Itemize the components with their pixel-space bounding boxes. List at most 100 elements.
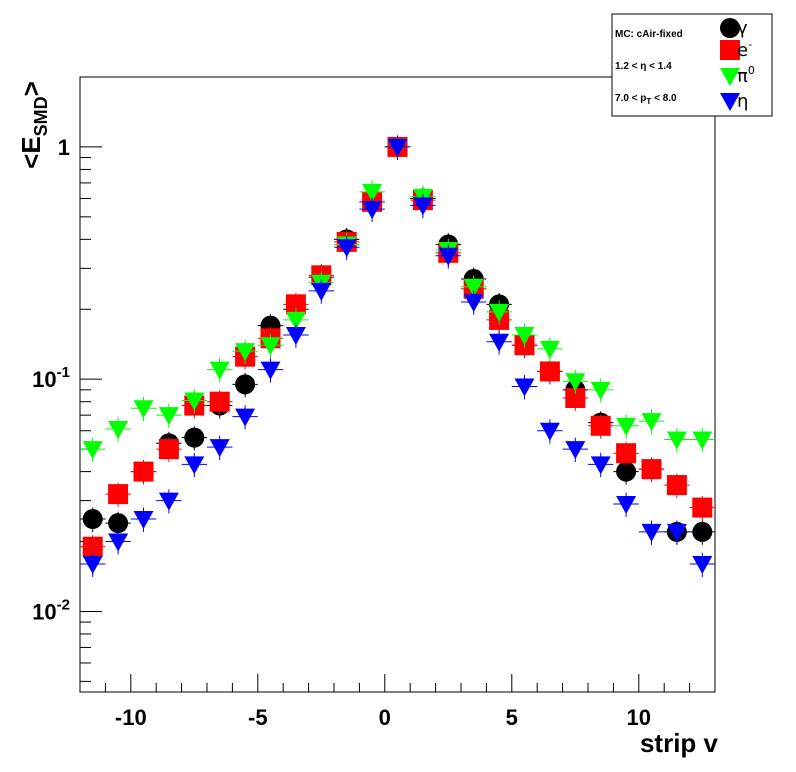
legend-label: e- <box>737 38 752 61</box>
legend: MC: cAir-fixed 1.2 < η < 1.4 7.0 < pT < 8.… <box>611 13 773 117</box>
data-point <box>514 326 535 345</box>
data-point <box>590 456 611 475</box>
x-tick-label: 10 <box>627 705 651 730</box>
data-point <box>82 509 103 530</box>
legend-entry: η <box>720 91 748 112</box>
x-axis-title: strip v <box>640 728 719 758</box>
data-point <box>616 443 637 464</box>
data-point <box>285 311 306 330</box>
data-point <box>438 247 459 266</box>
y-axis-title: <ESMD> <box>16 81 51 169</box>
data-point <box>362 183 383 202</box>
x-tick-label: -10 <box>115 705 147 730</box>
data-point <box>692 497 713 518</box>
data-point <box>539 422 560 441</box>
legend-info-rest: < 8.0 <box>651 93 677 104</box>
data-point <box>463 293 484 312</box>
legend-info-main: 7.0 < p <box>615 93 646 104</box>
data-point <box>108 513 129 534</box>
data-point <box>412 197 433 216</box>
legend-label-name: η <box>737 91 748 112</box>
data-point <box>311 282 332 301</box>
data-point <box>209 439 230 458</box>
data-point <box>489 303 510 322</box>
legend-entry: γ <box>720 18 748 39</box>
y-tick-label-base: 10 <box>32 599 56 624</box>
data-point <box>108 533 129 552</box>
legend-label-sup: 0 <box>748 64 755 77</box>
data-point <box>666 431 687 450</box>
legend-info-line: 1.2 < η < 1.4 <box>615 61 672 72</box>
data-point <box>590 381 611 400</box>
data-point <box>235 408 256 427</box>
legend-info: MC: cAir-fixed 1.2 < η < 1.4 7.0 < pT < 8.… <box>615 29 683 106</box>
data-point <box>565 441 586 460</box>
data-point <box>489 333 510 352</box>
data-point <box>616 417 637 436</box>
data-point <box>108 484 129 505</box>
y-tick-label-base: 10 <box>32 367 56 392</box>
legend-entries: γe-π0 η <box>720 18 755 112</box>
data-point <box>641 413 662 432</box>
legend-label-name: e <box>737 40 748 61</box>
data-point <box>565 387 586 408</box>
legend-info-line: MC: cAir-fixed <box>615 29 683 40</box>
data-point <box>514 378 535 397</box>
plot-frame <box>79 76 716 693</box>
data-point <box>616 496 637 515</box>
data-point <box>336 239 357 258</box>
data-point <box>692 556 713 575</box>
x-tick-label: 5 <box>506 705 518 730</box>
legend-info-line: 7.0 < pT < 8.0 <box>615 93 677 106</box>
data-point <box>362 201 383 220</box>
data-point <box>590 415 611 436</box>
y-tick-label-base: 1 <box>58 135 70 160</box>
legend-info-sub: T <box>646 97 651 106</box>
data-point <box>184 427 205 448</box>
legend-marker <box>720 18 740 38</box>
data-point <box>285 326 306 345</box>
data-point <box>666 523 687 542</box>
legend-marker <box>720 93 740 111</box>
y-axis-title-end: > <box>16 81 46 96</box>
axis-ticks <box>79 76 716 692</box>
y-axis-title-main: <E <box>16 136 46 169</box>
data-point <box>158 407 179 426</box>
legend-label-name: γ <box>737 18 748 39</box>
legend-box <box>611 13 773 117</box>
data-point <box>565 373 586 392</box>
data-point <box>285 294 306 315</box>
data-point <box>235 343 256 362</box>
y-tick-label-exp: -2 <box>57 596 70 613</box>
data-point <box>666 475 687 496</box>
data-point <box>82 536 103 557</box>
data-point <box>133 400 154 419</box>
data-point <box>209 361 230 380</box>
data-point <box>641 459 662 480</box>
data-point <box>692 521 713 542</box>
y-tick-label-exp: -1 <box>57 364 70 381</box>
legend-label: π0 <box>737 64 755 87</box>
data-point <box>82 556 103 575</box>
data-point <box>260 361 281 380</box>
legend-entry: π0 <box>720 64 755 87</box>
data-point <box>108 421 129 440</box>
x-tick-label: 0 <box>379 705 391 730</box>
data-point <box>184 456 205 475</box>
series-3 <box>80 135 715 577</box>
data-point <box>692 431 713 450</box>
data-point <box>616 461 637 482</box>
y-tick-label: 10-1 <box>32 364 70 392</box>
data-point <box>209 391 230 412</box>
data-point <box>82 441 103 460</box>
data-point <box>387 138 408 157</box>
y-tick-label: 1 <box>58 135 70 160</box>
data-point <box>641 523 662 542</box>
data-points <box>80 135 715 577</box>
data-point <box>539 361 560 382</box>
legend-marker <box>720 68 740 86</box>
legend-marker <box>720 40 740 60</box>
legend-label: γ <box>737 18 748 39</box>
data-point <box>133 511 154 530</box>
